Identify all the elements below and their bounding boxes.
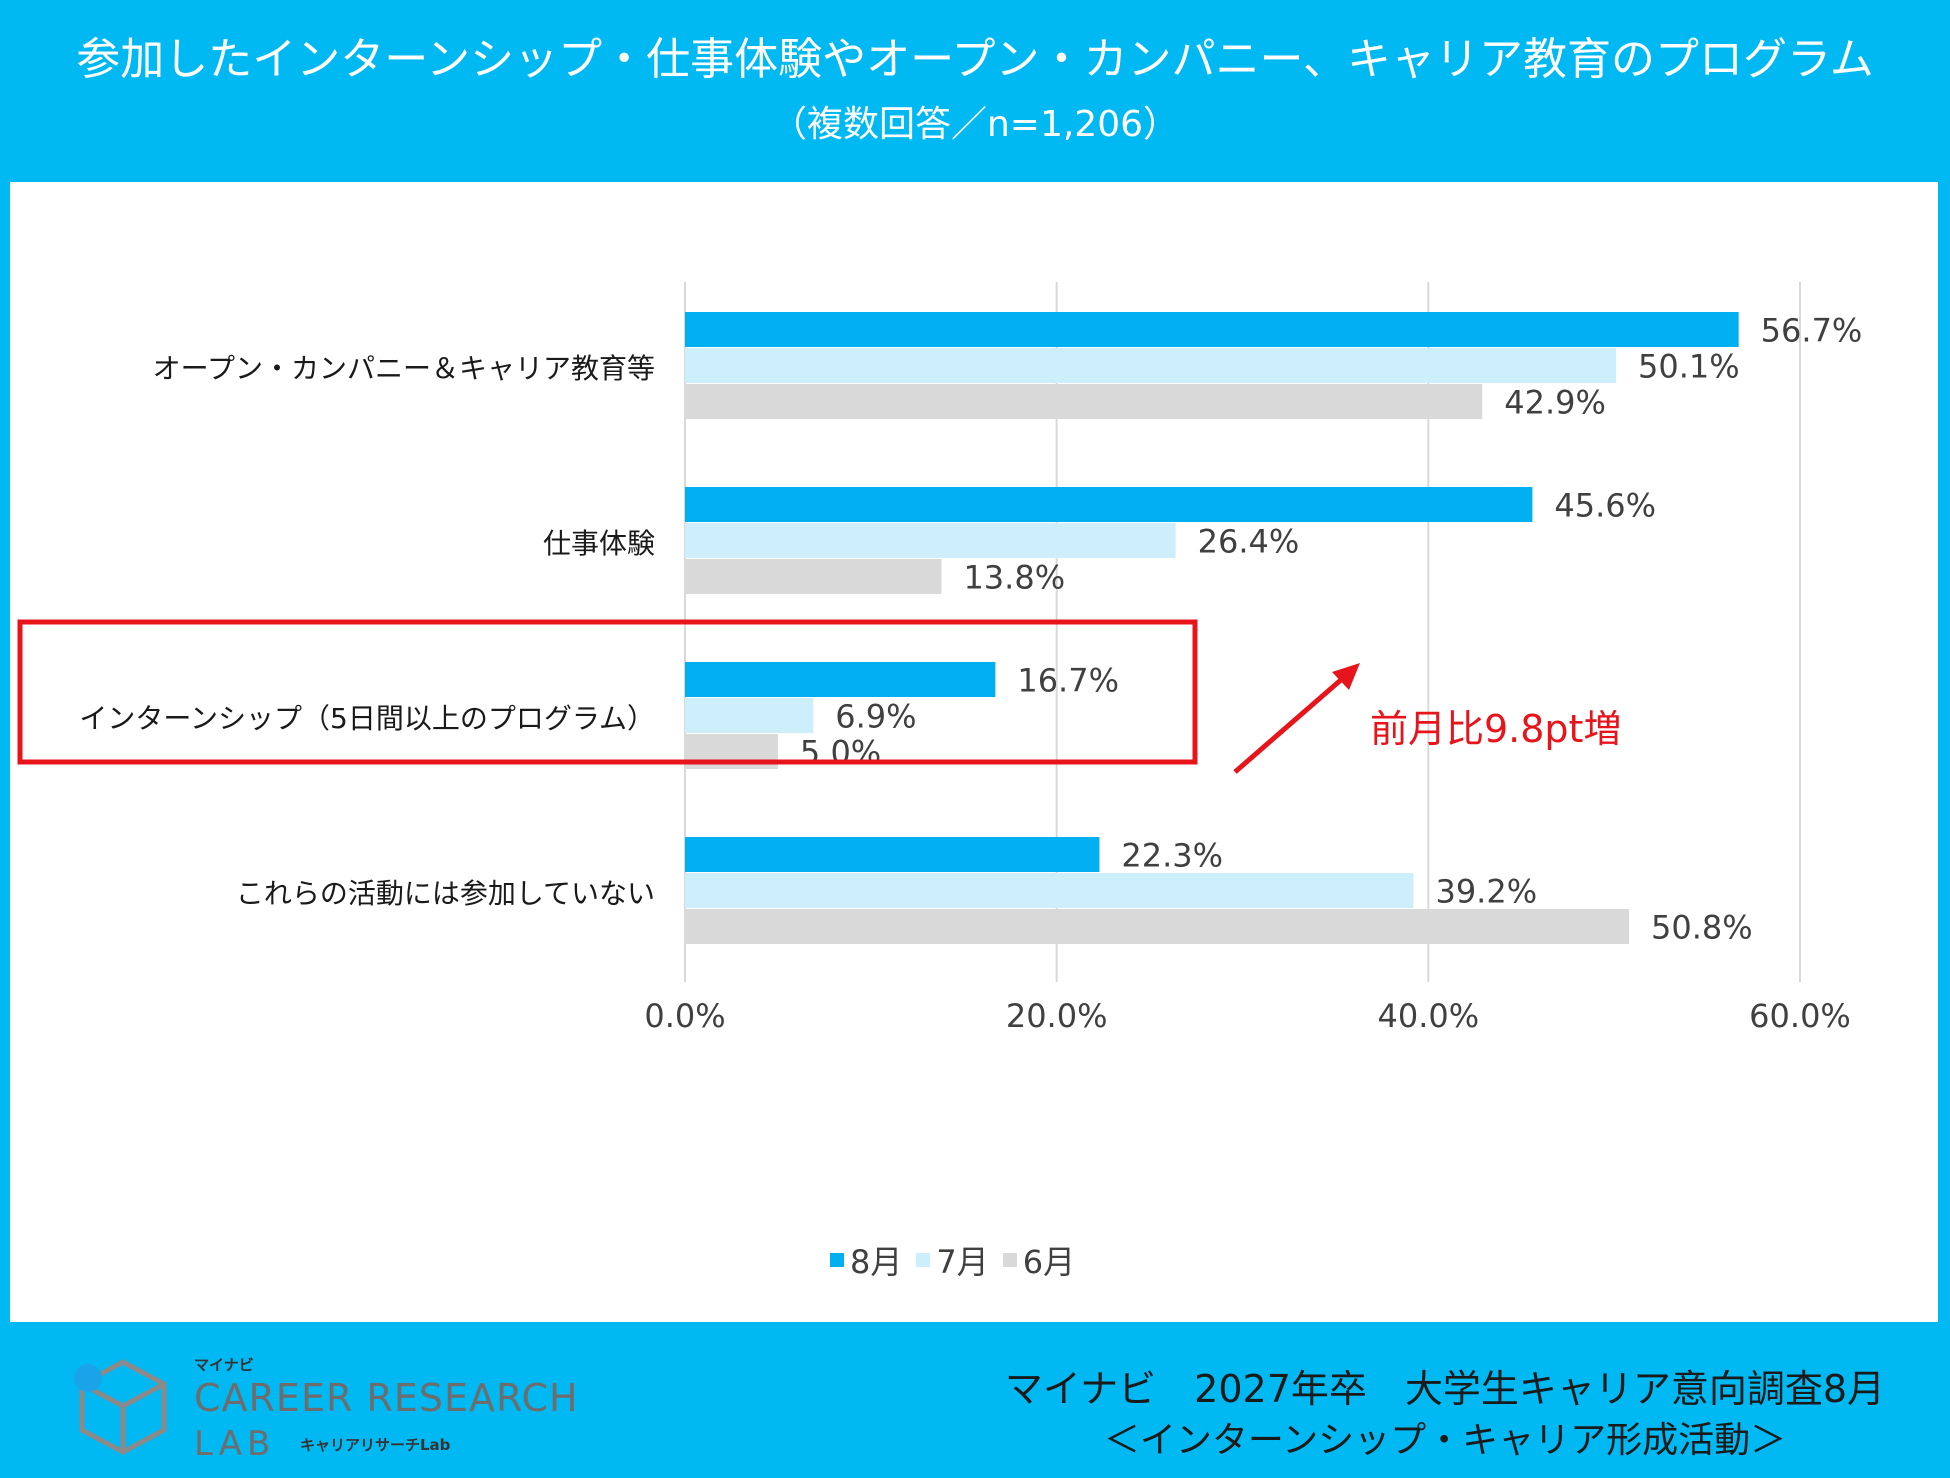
legend-item: 7月 [916, 1237, 989, 1283]
legend-item: 6月 [1002, 1237, 1076, 1283]
data-label: 22.3% [1121, 837, 1223, 875]
data-label: 13.8% [963, 559, 1065, 597]
category-label: 仕事体験 [543, 527, 655, 560]
logo-lab-text: LAB [194, 1424, 276, 1464]
bar-6月 [685, 384, 1483, 419]
bar-7月 [685, 348, 1617, 383]
chart-subtitle: （複数回答／n=1,206） [770, 104, 1180, 145]
data-label: 50.1% [1638, 348, 1740, 386]
chart-legend: 8月 7月 6月 [830, 1237, 1089, 1283]
annotation-text: 前月比9.8pt増 [1370, 707, 1621, 751]
data-label: 45.6% [1554, 487, 1656, 525]
legend-label: 8月 [850, 1243, 903, 1281]
bar-chart: 0.0% 20.0% 40.0% 60.0% 56.7% 50.1% 42.9% オープン・カ… [17, 282, 1863, 1035]
data-label: 42.9% [1504, 384, 1606, 422]
highlight-box [17, 619, 1198, 765]
data-label: 16.7% [1017, 662, 1119, 700]
logo-cube-icon [74, 1359, 167, 1455]
category-label: インターンシップ（5日間以上のプログラム） [79, 702, 655, 735]
logo-career-research-text: CAREER RESEARCH [194, 1376, 579, 1420]
bar-7月 [685, 873, 1414, 908]
bar-7月 [685, 523, 1176, 558]
x-tick-label: 60.0% [1749, 997, 1851, 1035]
bar-6月 [685, 909, 1630, 944]
legend-swatch [916, 1253, 931, 1267]
data-label: 50.8% [1651, 909, 1753, 947]
x-tick-label: 0.0% [644, 997, 725, 1035]
header-banner: 参加したインターンシップ・仕事体験やオープン・カンパニー、キャリア教育のプログラ… [0, 0, 1950, 182]
chart-title: 参加したインターンシップ・仕事体験やオープン・カンパニー、キャリア教育のプログラ… [76, 34, 1874, 85]
career-research-lab-logo: マイナビ CAREER RESEARCH LAB キャリアリサーチLab [68, 1348, 588, 1478]
chart-panel: 0.0% 20.0% 40.0% 60.0% 56.7% 50.1% 42.9% オープン・カ… [10, 182, 1938, 1464]
x-tick-label: 40.0% [1378, 997, 1480, 1035]
logo-japanese-text: キャリアリサーチLab [300, 1436, 451, 1454]
source-line-1: マイナビ 2027年卒 大学生キャリア意向調査8月 [1004, 1367, 1886, 1411]
data-label: 5.0% [800, 734, 881, 772]
annotation-arrow [1233, 670, 1352, 774]
category-label: オープン・カンパニー＆キャリア教育等 [153, 352, 655, 385]
legend-label: 7月 [936, 1243, 989, 1281]
x-tick-label: 20.0% [1006, 997, 1108, 1035]
data-label: 26.4% [1198, 523, 1300, 561]
data-label: 56.7% [1761, 312, 1863, 350]
annotation-arrowhead [1332, 663, 1360, 690]
legend-swatch [830, 1253, 844, 1267]
source-line-2: ＜インターンシップ・キャリア形成活動＞ [1103, 1420, 1787, 1461]
bar-8月 [685, 662, 996, 697]
category-label: これらの活動には参加していない [236, 877, 655, 910]
bar-8月 [685, 487, 1533, 522]
legend-item: 8月 [830, 1237, 902, 1283]
bar-8月 [685, 312, 1739, 347]
legend-label: 6月 [1022, 1243, 1076, 1281]
bar-8月 [685, 837, 1100, 872]
bar-7月 [685, 698, 814, 733]
bar-6月 [685, 559, 942, 594]
logo-mynavi-text: マイナビ [194, 1356, 254, 1374]
legend-swatch [1002, 1253, 1017, 1267]
source-note: マイナビ 2027年卒 大学生キャリア意向調査8月 ＜インターンシップ・キャリア… [970, 1362, 1920, 1466]
data-label: 6.9% [835, 698, 916, 736]
data-label: 39.2% [1435, 873, 1537, 911]
